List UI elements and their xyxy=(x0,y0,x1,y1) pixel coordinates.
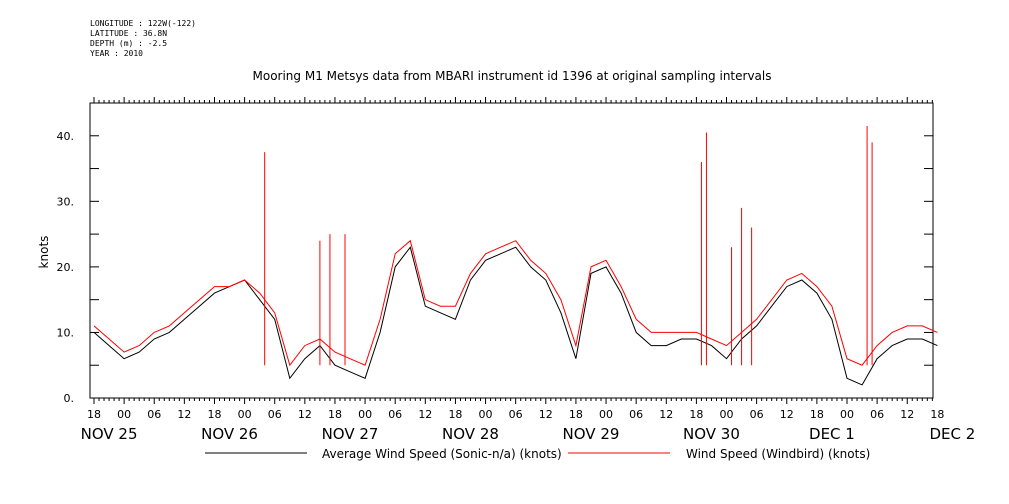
x-hour-label: 18 xyxy=(569,408,583,421)
x-hour-label: 18 xyxy=(207,408,221,421)
legend-label-windbird: Wind Speed (Windbird) (knots) xyxy=(686,447,870,461)
x-hour-labels: 18 00 06 12 18 00 06 12 18 00 06 12 18 00 06 12 18 00 06 12… xyxy=(87,408,944,421)
legend-label-average: Average Wind Speed (Sonic-n/a) (knots) xyxy=(322,447,562,461)
x-hour-label: 18 xyxy=(87,408,101,421)
axis-ticks xyxy=(90,97,933,404)
x-day-label: NOV 28 xyxy=(442,425,499,443)
x-day-label: NOV 25 xyxy=(81,425,138,443)
x-hour-label: 00 xyxy=(840,408,854,421)
x-hour-label: 06 xyxy=(268,408,282,421)
plot-border xyxy=(89,102,934,399)
x-hour-label: 06 xyxy=(629,408,643,421)
longitude-text: LONGITUDE : 122W(-122) xyxy=(90,19,196,28)
y-tick-label: 20. xyxy=(57,261,75,274)
series-group xyxy=(93,125,938,386)
x-hour-label: 12 xyxy=(539,408,553,421)
series-line-windbird xyxy=(93,239,938,367)
x-hour-label: 12 xyxy=(298,408,312,421)
x-day-label: NOV 27 xyxy=(322,425,379,443)
y-axis-label: knots xyxy=(37,236,51,269)
y-tick-labels: 0. 10. 20. 30. 40. xyxy=(57,130,75,405)
x-hour-label: 12 xyxy=(900,408,914,421)
x-hour-label: 18 xyxy=(328,408,342,421)
location-header: LONGITUDE : 122W(-122) LATITUDE : 36.8N … xyxy=(90,19,196,59)
x-hour-label: 00 xyxy=(238,408,252,421)
x-hour-label: 18 xyxy=(930,408,944,421)
x-hour-label: 06 xyxy=(147,408,161,421)
x-hour-label: 00 xyxy=(479,408,493,421)
plot-frame xyxy=(89,102,934,399)
series-line-average xyxy=(93,246,938,386)
x-hour-label: 12 xyxy=(659,408,673,421)
latitude-text: LATITUDE : 36.8N xyxy=(90,29,168,38)
y-tick-label: 0. xyxy=(64,392,75,405)
year-text: YEAR : 2010 xyxy=(90,49,143,58)
x-hour-label: 18 xyxy=(689,408,703,421)
x-hour-label: 00 xyxy=(358,408,372,421)
x-hour-label: 00 xyxy=(117,408,131,421)
legend: Average Wind Speed (Sonic-n/a) (knots) W… xyxy=(205,447,870,461)
x-hour-label: 12 xyxy=(418,408,432,421)
x-day-label: NOV 26 xyxy=(201,425,258,443)
y-tick-label: 40. xyxy=(57,130,75,143)
x-day-label: NOV 30 xyxy=(683,425,740,443)
x-hour-label: 18 xyxy=(448,408,462,421)
x-day-label: NOV 29 xyxy=(563,425,620,443)
x-day-label: DEC 2 xyxy=(930,425,976,443)
x-hour-label: 00 xyxy=(720,408,734,421)
y-tick-label: 30. xyxy=(57,195,75,208)
x-hour-label: 12 xyxy=(780,408,794,421)
x-hour-label: 12 xyxy=(177,408,191,421)
x-hour-label: 00 xyxy=(599,408,613,421)
y-tick-label: 10. xyxy=(57,326,75,339)
x-day-label: DEC 1 xyxy=(809,425,855,443)
x-hour-label: 06 xyxy=(388,408,402,421)
x-hour-label: 06 xyxy=(870,408,884,421)
chart-title: Mooring M1 Metsys data from MBARI instru… xyxy=(253,69,772,83)
x-hour-label: 06 xyxy=(509,408,523,421)
x-hour-label: 06 xyxy=(750,408,764,421)
depth-text: DEPTH (m) : -2.5 xyxy=(90,39,168,48)
x-day-labels: NOV 25 NOV 26 NOV 27 NOV 28 NOV 29 NOV 30 DEC … xyxy=(81,425,976,443)
x-hour-label: 18 xyxy=(810,408,824,421)
